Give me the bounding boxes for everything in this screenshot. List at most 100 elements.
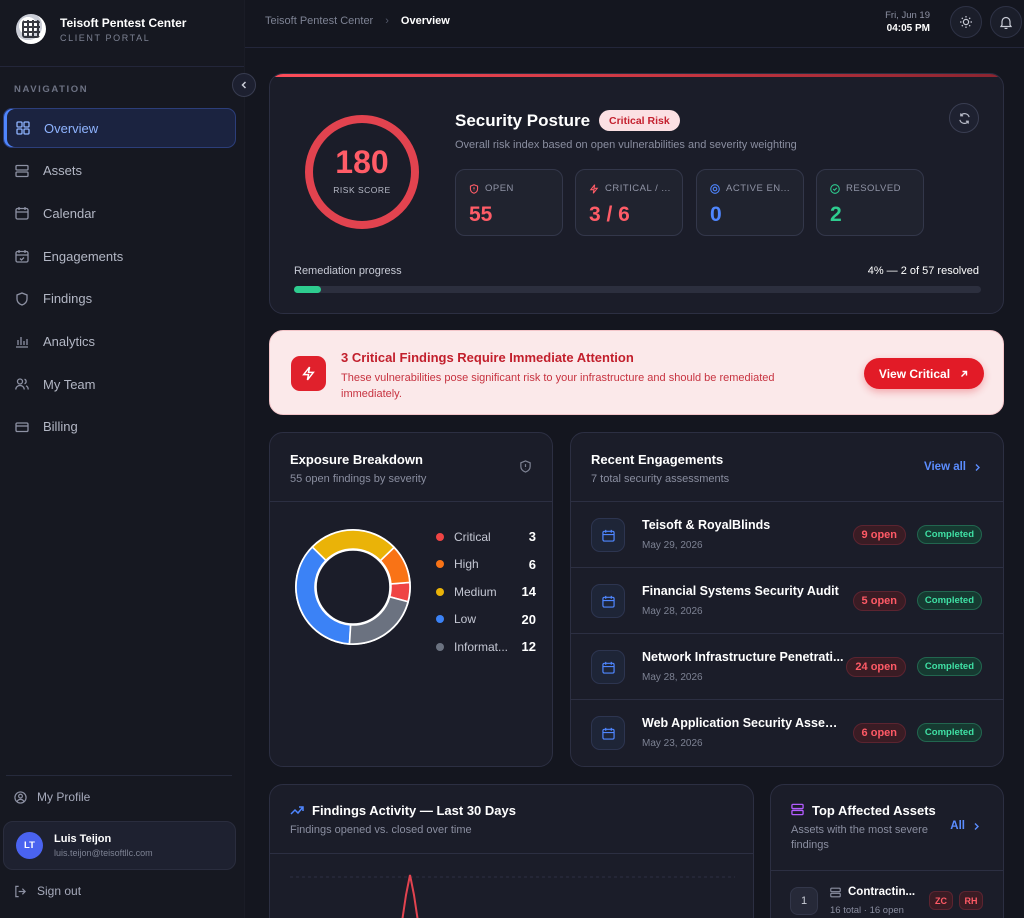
stat-open-header: OPEN — [469, 183, 514, 194]
posture-accent-bar — [270, 74, 1003, 77]
stat-active-engagements[interactable]: ACTIVE EN... 0 — [696, 169, 804, 236]
legend-label: High — [454, 557, 479, 572]
stat-value: 0 — [710, 203, 722, 226]
breadcrumb-root[interactable]: Teisoft Pentest Center — [265, 15, 374, 27]
legend-item[interactable]: Low 20 — [436, 606, 536, 634]
engagement-date: May 28, 2026 — [642, 606, 703, 617]
radar-icon — [710, 183, 720, 194]
theme-toggle-button[interactable] — [950, 6, 982, 38]
breadcrumb-current: Overview — [400, 15, 450, 27]
sidebar-footer-divider — [6, 775, 232, 776]
legend-dot — [436, 587, 444, 596]
server-icon — [830, 887, 841, 897]
legend-item[interactable]: Informat... 12 — [436, 633, 536, 661]
trending-up-icon — [290, 806, 304, 815]
user-name: Luis Teijon — [54, 833, 112, 845]
legend-label: Low — [454, 612, 477, 627]
sidebar-collapse-button[interactable] — [232, 73, 256, 97]
sidebar-item-billing[interactable]: Billing — [3, 407, 236, 447]
legend-value: 14 — [521, 584, 536, 600]
brand-subtitle: CLIENT PORTAL — [60, 32, 151, 43]
view-all-engagements-link[interactable]: View all — [924, 461, 981, 473]
asset-row[interactable]: 1 Contractin... 16 total · 16 open ZC RH — [771, 870, 1003, 918]
sidebar-item-calendar[interactable]: Calendar — [3, 193, 236, 233]
legend-item[interactable]: High 6 — [436, 551, 536, 579]
shield-icon — [16, 292, 28, 306]
users-icon — [15, 378, 29, 390]
user-card[interactable]: LT Luis Teijon luis.teijon@teisoftllc.co… — [3, 821, 236, 870]
engagement-row[interactable]: Network Infrastructure Penetrati... May … — [571, 633, 1003, 699]
sun-icon — [960, 16, 972, 28]
notifications-button[interactable] — [990, 6, 1022, 38]
engagement-name: Web Application Security Assess... — [642, 716, 844, 730]
sidebar-nav: Overview Assets Calendar Engagements Fin… — [3, 108, 236, 450]
arrow-up-right-icon — [961, 370, 968, 377]
my-profile-link[interactable]: My Profile — [14, 790, 90, 804]
bar-chart-icon — [16, 337, 28, 349]
sign-out-link[interactable]: Sign out — [14, 884, 81, 898]
breadcrumb-separator-icon: › — [385, 15, 389, 27]
sidebar-item-my-team[interactable]: My Team — [3, 364, 236, 404]
activity-chart-preview — [290, 874, 735, 918]
stat-critical[interactable]: CRITICAL / ... 3 / 6 — [575, 169, 683, 236]
legend-dot — [436, 560, 444, 569]
zap-icon — [302, 366, 315, 381]
legend-label: Informat... — [454, 639, 509, 654]
chevron-left-icon — [241, 81, 247, 89]
engagements-title: Recent Engagements — [591, 452, 724, 467]
legend-label: Critical — [454, 529, 491, 544]
sidebar-item-assets[interactable]: Assets — [3, 151, 236, 191]
zap-icon — [589, 183, 599, 194]
stat-resolved[interactable]: RESOLVED 2 — [816, 169, 924, 236]
assets-title: Top Affected Assets — [812, 803, 936, 818]
risk-score-value: 180 — [335, 144, 389, 180]
risk-score-gauge — [305, 115, 419, 229]
calendar-icon — [591, 584, 625, 618]
asset-rank: 1 — [790, 887, 818, 915]
sidebar-item-analytics[interactable]: Analytics — [3, 321, 236, 361]
all-assets-link[interactable]: All — [950, 820, 980, 832]
risk-score-label: RISK SCORE — [333, 185, 391, 195]
legend-dot — [436, 615, 444, 624]
legend-item[interactable]: Medium 14 — [436, 578, 536, 606]
current-time: 04:05 PM — [886, 23, 930, 34]
brand-name: Teisoft Pentest Center — [60, 15, 187, 30]
sidebar-item-label: Findings — [43, 291, 93, 307]
sidebar-item-label: Calendar — [43, 205, 96, 221]
posture-description: Overall risk index based on open vulnera… — [455, 139, 797, 151]
view-critical-button[interactable]: View Critical — [864, 358, 984, 389]
stat-open[interactable]: OPEN 55 — [455, 169, 563, 236]
brand-logo-icon — [16, 14, 46, 44]
sidebar-item-label: Engagements — [43, 248, 124, 264]
card-divider — [270, 501, 552, 502]
engagement-row[interactable]: Web Application Security Assess... May 2… — [571, 699, 1003, 765]
exposure-breakdown-card: Exposure Breakdown 55 open findings by s… — [269, 432, 553, 767]
engagements-subtitle: 7 total security assessments — [591, 473, 730, 485]
sign-out-label: Sign out — [37, 884, 82, 898]
engagement-date: May 29, 2026 — [642, 540, 703, 551]
stat-resolved-header: RESOLVED — [830, 183, 901, 194]
engagement-row[interactable]: Teisoft & RoyalBlinds May 29, 2026 9 ope… — [571, 501, 1003, 567]
sidebar-item-label: My Team — [43, 376, 96, 392]
open-count-badge: 9 open — [852, 525, 906, 545]
stat-label: RESOLVED — [846, 183, 902, 194]
engagement-row[interactable]: Financial Systems Security Audit May 28,… — [571, 567, 1003, 633]
sidebar-item-findings[interactable]: Findings — [3, 279, 236, 319]
assets-subtitle: Assets with the most severe findings — [791, 824, 928, 851]
sidebar-item-engagements[interactable]: Engagements — [3, 236, 236, 276]
top-bar: Teisoft Pentest Center › Overview Fri, J… — [245, 0, 1024, 48]
security-posture-card: 180 RISK SCORE Security Posture Critical… — [269, 73, 1004, 314]
status-badge: Completed — [916, 591, 982, 610]
alert-title: 3 Critical Findings Require Immediate At… — [341, 350, 634, 365]
bell-icon — [999, 16, 1013, 29]
sidebar-item-overview[interactable]: Overview — [3, 108, 236, 148]
donut-slice-informat[interactable] — [348, 595, 410, 645]
legend-item[interactable]: Critical 3 — [436, 523, 536, 551]
view-critical-label: View Critical — [878, 366, 951, 381]
stat-label: OPEN — [485, 183, 514, 194]
engagement-date: May 28, 2026 — [642, 672, 703, 683]
brand[interactable]: Teisoft Pentest Center CLIENT PORTAL — [16, 14, 186, 44]
severity-legend: Critical 3 High 6 Medium 14 Low 20 Informat... 12 — [436, 523, 536, 661]
stat-value: 55 — [469, 203, 493, 226]
refresh-button[interactable] — [949, 103, 979, 133]
